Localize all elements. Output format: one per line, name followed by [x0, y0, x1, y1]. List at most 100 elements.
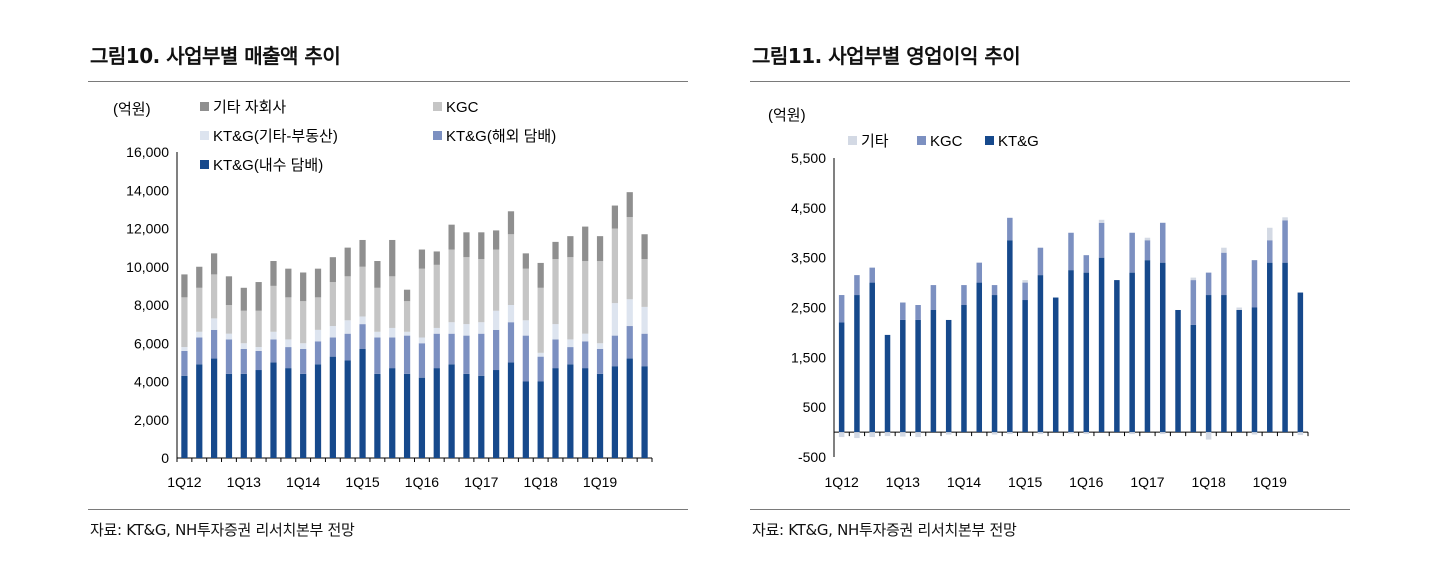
bar-기타: [1236, 307, 1242, 310]
bar-kt-g-내수-담배: [582, 368, 589, 458]
bar-kgc: [478, 259, 485, 323]
figure-11-bottom-rule: [750, 509, 1350, 510]
y-tick-label: 4,000: [134, 374, 169, 390]
bar-기타: [1144, 237, 1151, 241]
bar-kt-g: [915, 319, 921, 433]
bar-kt-g-기타-부동산: [478, 322, 485, 334]
x-tick-label: 1Q16: [1069, 474, 1103, 490]
bar-kt-g: [930, 309, 937, 433]
bar-kt-g-기타-부동산: [225, 333, 233, 340]
bar-기타-자회사: [270, 261, 277, 286]
legend-swatch-kt-g: [985, 136, 994, 145]
x-tick-label: 1Q13: [227, 474, 261, 490]
bar-kgc: [522, 268, 529, 321]
bar-기타-자회사: [329, 257, 336, 283]
bar-kt-g-내수-담배: [225, 373, 233, 458]
y-tick-label: -500: [798, 449, 826, 465]
y-tick-label: 16,000: [126, 144, 169, 160]
bar-kt-g-기타-부동산: [418, 337, 426, 344]
bar-kgc: [537, 287, 544, 353]
y-tick-label: 1,500: [791, 349, 826, 365]
bar-kt-g-내수-담배: [314, 364, 322, 458]
bar-kgc: [285, 297, 292, 340]
bar-kt-g-기타-부동산: [329, 326, 336, 338]
legend-swatch-기타-자회사: [200, 102, 209, 111]
bar-kt-g-내수-담배: [596, 373, 604, 458]
bar-kgc: [641, 259, 648, 307]
bar-kt-g-내수-담배: [537, 381, 544, 458]
bar-kt-g-내수-담배: [389, 368, 396, 458]
bar-kt-g-기타-부동산: [522, 320, 529, 336]
y-unit-label: (억원): [768, 107, 806, 124]
bar-kt-g-해외-담배: [448, 333, 455, 365]
bar-kgc: [1282, 220, 1288, 263]
bar-kt-g-기타-부동산: [196, 331, 203, 338]
bar-kt-g-기타-부동산: [255, 347, 262, 351]
bar-기타-자회사: [181, 274, 188, 298]
figure-10-source: 자료: KT&G, NH투자증권 리서치본부 전망: [90, 521, 355, 539]
bar-kgc: [1221, 252, 1227, 296]
bar-kt-g: [1205, 295, 1212, 433]
bar-kt-g-해외-담배: [611, 335, 619, 367]
bar-kgc: [930, 285, 937, 310]
y-tick-label: 3,500: [791, 250, 826, 266]
bar-kgc: [596, 261, 604, 344]
bar-기타: [1083, 432, 1090, 435]
bar-kt-g-해외-담배: [552, 339, 559, 369]
x-tick-label: 1Q17: [1130, 474, 1164, 490]
bar-kt-g-해외-담배: [359, 324, 366, 349]
y-tick-label: 6,000: [134, 335, 169, 351]
bar-기타-자회사: [255, 282, 262, 311]
bar-kt-g: [869, 282, 875, 433]
y-tick-label: 2,000: [134, 412, 169, 428]
bar-kt-g-해외-담배: [596, 348, 604, 374]
x-tick-label: 1Q12: [167, 474, 201, 490]
bar-kt-g-내수-담배: [210, 358, 218, 458]
y-tick-label: 500: [803, 399, 827, 415]
bar-kt-g: [961, 305, 967, 433]
figure-10-bottom-rule: [88, 509, 688, 510]
bar-kt-g-기타-부동산: [210, 318, 218, 330]
bar-kt-g: [838, 322, 845, 433]
bar-kgc: [1267, 240, 1273, 263]
bar-kt-g-내수-담배: [300, 373, 307, 458]
bar-기타: [1205, 432, 1212, 440]
bar-kgc: [976, 262, 983, 283]
bar-kt-g: [900, 319, 906, 433]
legend-swatch-kt-g-내수-담배: [200, 160, 209, 169]
bar-kgc: [463, 257, 470, 325]
legend-label-kgc: KGC: [930, 133, 963, 150]
bar-기타: [1267, 227, 1273, 241]
bar-기타-자회사: [596, 236, 604, 262]
bar-kt-g-기타-부동산: [626, 299, 633, 327]
bar-kgc: [1190, 280, 1197, 325]
legend-swatch-kgc: [433, 102, 442, 111]
bar-kt-g-해외-담배: [478, 333, 485, 376]
bar-kt-g-기타-부동산: [552, 324, 559, 340]
figure-11-source: 자료: KT&G, NH투자증권 리서치본부 전망: [752, 521, 1017, 539]
bar-kgc: [359, 266, 366, 317]
bar-kt-g: [1251, 307, 1258, 433]
bar-kt-g-해외-담배: [210, 329, 218, 359]
bar-kt-g-기타-부동산: [374, 331, 381, 338]
bar-kt-g-해외-담배: [225, 339, 233, 374]
x-tick-label: 1Q13: [886, 474, 920, 490]
bar-기타: [915, 432, 921, 438]
figure-11-chart: (억원) 5,500 4,500 3,500 2,500 1,500 500 -500 1Q12…: [768, 107, 1309, 490]
bar-kt-g: [1221, 295, 1227, 433]
bar-kt-g: [1267, 262, 1273, 433]
bar-기타-자회사: [641, 234, 648, 260]
bar-기타-자회사: [300, 272, 307, 302]
bar-기타-자회사: [626, 192, 633, 218]
bar-kgc: [507, 234, 515, 305]
bar-kt-g-기타-부동산: [582, 333, 589, 342]
bar-kgc: [626, 217, 633, 300]
legend-swatch-kgc: [917, 136, 926, 145]
bar-기타: [838, 432, 845, 438]
bar-기타-자회사: [433, 251, 440, 265]
bar-kgc: [270, 285, 277, 332]
legend-label-기타: 기타: [861, 133, 889, 150]
bar-kgc: [552, 259, 559, 325]
bar-kt-g-내수-담배: [611, 366, 619, 458]
bar-기타-자회사: [493, 230, 500, 250]
